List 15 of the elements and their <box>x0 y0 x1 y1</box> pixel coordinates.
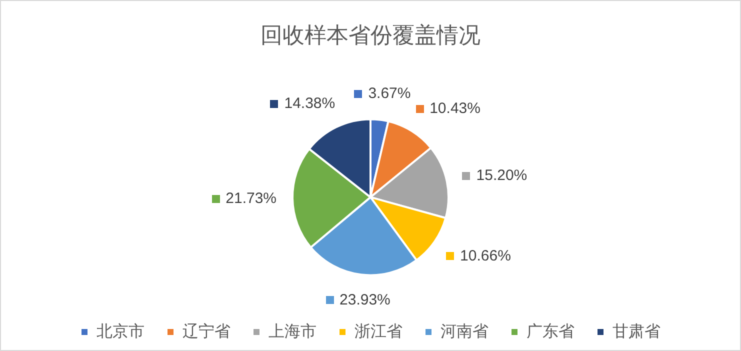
legend-label: 广东省 <box>526 322 574 340</box>
chart-title: 回收样本省份覆盖情况 <box>260 22 480 48</box>
data-label: 10.66% <box>460 248 511 264</box>
legend-label: 北京市 <box>96 322 144 340</box>
data-label: 23.93% <box>340 292 390 309</box>
data-label: 10.43% <box>430 100 480 118</box>
legend-label: 浙江省 <box>354 322 402 340</box>
data-label: 15.20% <box>476 166 528 184</box>
legend-label: 甘肃省 <box>612 322 660 340</box>
data-label: 3.67% <box>368 85 411 102</box>
legend-label: 河南省 <box>440 322 488 340</box>
data-label: 21.73% <box>226 190 277 207</box>
legend-label: 上海市 <box>268 322 316 340</box>
data-label: 14.38% <box>284 94 336 112</box>
legend-label: 辽宁省 <box>182 322 230 340</box>
